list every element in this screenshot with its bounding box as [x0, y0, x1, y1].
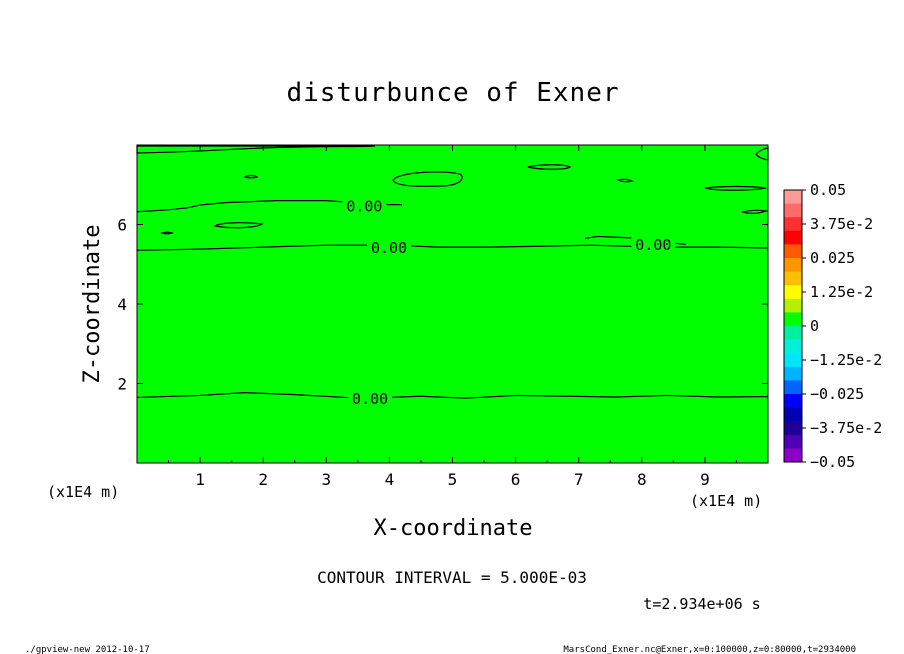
colorbar-label: 0 — [810, 317, 819, 335]
colorbar-swatch — [784, 326, 802, 341]
contour-island — [160, 231, 174, 235]
colorbar-swatch — [784, 421, 802, 436]
exner-field — [137, 145, 768, 463]
x-tick-label: 1 — [195, 470, 205, 489]
colorbar-swatch — [784, 407, 802, 422]
colorbar-label: −3.75e-2 — [810, 419, 882, 437]
contour-label: 0.00 — [635, 236, 671, 254]
footer-left: ./gpview-new 2012-10-17 — [25, 645, 150, 654]
colorbar-label: 3.75e-2 — [810, 215, 873, 233]
x-tick-label: 5 — [448, 470, 458, 489]
colorbar-swatch — [784, 190, 802, 205]
colorbar-swatch — [784, 271, 802, 286]
colorbar-swatch — [784, 298, 802, 313]
x-axis-label: X-coordinate — [374, 516, 533, 541]
x-tick-label: 7 — [574, 470, 584, 489]
x-tick-label: 4 — [385, 470, 395, 489]
colorbar-swatch — [784, 353, 802, 368]
colorbar-swatch — [784, 380, 802, 395]
x-unit-right: (x1E4 m) — [690, 492, 762, 510]
contour-line — [136, 392, 769, 399]
contour-label: 0.00 — [371, 239, 407, 257]
chart-title: disturbunce of Exner — [286, 78, 619, 108]
colorbar: 0.05 3.75e-2 0.025 1.25e-2 0 −1.25e-2 −0.025 −3… — [783, 181, 882, 471]
colorbar-swatch — [784, 434, 802, 449]
colorbar-swatch — [784, 366, 802, 381]
x-tick-label: 9 — [700, 470, 710, 489]
colorbar-swatch — [784, 448, 802, 463]
y-axis-label: Z-coordinate — [80, 225, 105, 384]
contour-label-bg — [342, 197, 387, 214]
plot-area: 0.00 0.00 0.00 0.00 1 2 3 4 5 6 7 8 9 2 4 6 — [117, 144, 769, 489]
colorbar-swatch — [784, 203, 802, 218]
colorbar-swatch — [784, 339, 802, 354]
colorbar-swatch — [784, 217, 802, 232]
y-tick-label: 2 — [117, 375, 127, 394]
contour-island — [527, 164, 572, 170]
colorbar-swatch — [784, 258, 802, 273]
colorbar-swatch — [784, 312, 802, 327]
time-text: t=2.934e+06 s — [643, 595, 760, 613]
x-axis-ticks: 1 2 3 4 5 6 7 8 9 — [168, 145, 737, 489]
contour-island — [243, 174, 259, 179]
colorbar-label: −0.025 — [810, 385, 864, 403]
y-axis-ticks: 2 4 6 — [117, 216, 768, 394]
colorbar-label: 0.05 — [810, 181, 846, 199]
contour-island — [213, 222, 264, 229]
contour-island — [704, 185, 767, 191]
contour-island — [741, 209, 769, 214]
x-tick-label: 3 — [321, 470, 331, 489]
x-tick-label: 8 — [637, 470, 647, 489]
contour-interval-text: CONTOUR INTERVAL = 5.000E-03 — [317, 568, 587, 587]
y-tick-label: 6 — [117, 216, 127, 235]
contour-label-bg — [367, 239, 412, 256]
contour-line — [584, 235, 687, 245]
x-tick-label: 6 — [511, 470, 521, 489]
colorbar-label: 0.025 — [810, 249, 855, 267]
x-tick-label: 2 — [258, 470, 268, 489]
y-tick-label: 4 — [117, 295, 127, 314]
colorbar-swatch — [784, 394, 802, 409]
colorbar-label: 1.25e-2 — [810, 283, 873, 301]
contour-label: 0.00 — [352, 390, 388, 408]
colorbar-swatch — [784, 244, 802, 259]
x-unit-left: (x1E4 m) — [47, 483, 119, 501]
colorbar-swatch — [784, 285, 802, 300]
footer-right: MarsCond_Exner.nc@Exner,x=0:100000,z=0:8… — [563, 645, 856, 654]
contour-label: 0.00 — [346, 198, 382, 216]
contour-label-bg — [348, 390, 393, 407]
contour-label-bg — [631, 236, 676, 253]
contour-island — [136, 145, 376, 154]
colorbar-label: −0.05 — [810, 453, 855, 471]
contour-islands — [136, 145, 769, 235]
contour-island — [392, 171, 463, 187]
contour-island — [616, 178, 634, 183]
contour-lines: 0.00 0.00 0.00 0.00 — [136, 197, 769, 408]
colorbar-label: −1.25e-2 — [810, 351, 882, 369]
colorbar-swatch — [784, 230, 802, 245]
